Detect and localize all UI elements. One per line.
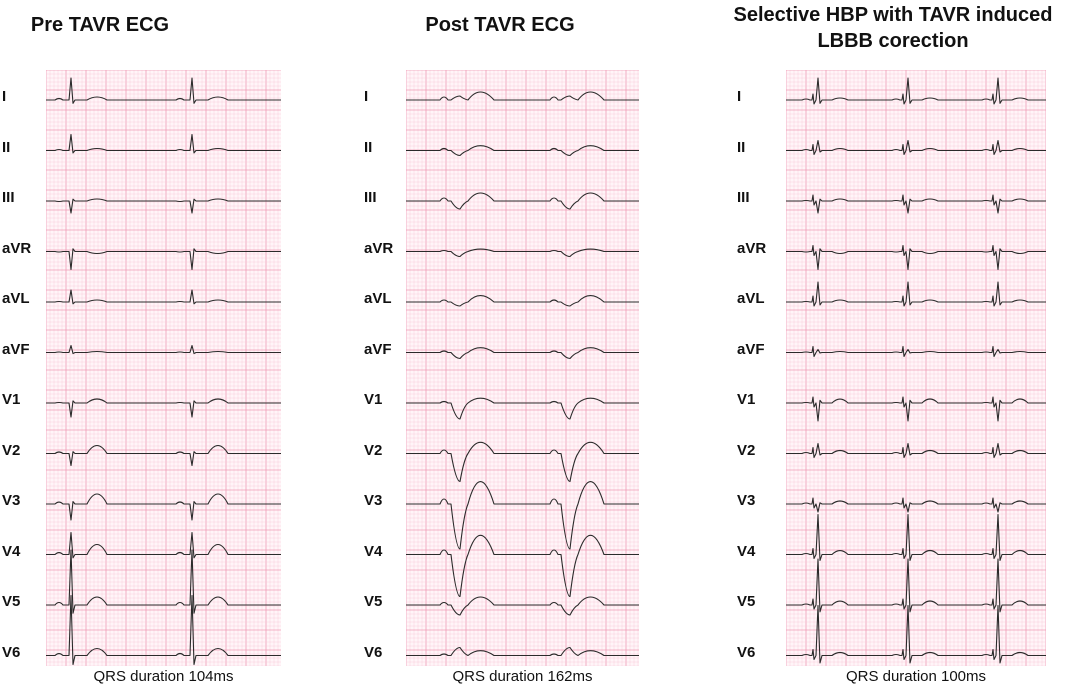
- ecg-trace-iii: [786, 194, 1046, 214]
- lead-label-ii: II: [364, 138, 373, 156]
- lead-label-v2: V2: [2, 441, 21, 459]
- ecg-trace-v5: [46, 549, 281, 614]
- ecg-grid-svg: [786, 70, 1046, 666]
- lead-label-v6: V6: [2, 643, 21, 661]
- ecg-trace-avr: [46, 248, 281, 271]
- ecg-grid-svg: [406, 70, 639, 666]
- lead-label-v6: V6: [737, 643, 756, 661]
- ecg-trace-v5: [406, 596, 639, 616]
- lead-label-v5: V5: [737, 593, 756, 610]
- ecg-trace-avr: [786, 244, 1046, 271]
- ecg-trace-iii: [406, 192, 639, 210]
- lead-label-avl: aVL: [737, 290, 765, 307]
- lead-label-avr: aVR: [364, 239, 394, 257]
- lead-label-v5: V5: [364, 593, 383, 610]
- lead-label-ii: II: [737, 138, 746, 156]
- lead-label-v2: V2: [364, 441, 383, 459]
- ecg-trace-avl: [406, 295, 639, 307]
- ecg-paper: [786, 70, 1046, 666]
- lead-label-avr: aVR: [2, 239, 32, 257]
- lead-label-i: I: [2, 88, 7, 105]
- lead-label-avf: aVF: [2, 340, 30, 358]
- panel-post-title-line-1: Post TAVR ECG: [425, 14, 575, 36]
- lead-label-avr: aVR: [737, 239, 767, 257]
- lead-label-ii: II: [2, 138, 11, 156]
- ecg-trace-v5: [786, 558, 1046, 613]
- lead-label-iii: III: [2, 189, 15, 206]
- lead-label-v5: V5: [2, 593, 21, 610]
- ecg-trace-v3: [786, 497, 1046, 513]
- ecg-trace-i: [786, 77, 1046, 105]
- ecg-trace-avf: [786, 345, 1046, 358]
- ecg-trace-avl: [46, 289, 281, 305]
- lead-label-v6: V6: [364, 643, 383, 661]
- lead-label-v3: V3: [2, 492, 21, 509]
- ecg-strip-pre: [46, 70, 281, 666]
- ecg-trace-avl: [786, 281, 1046, 307]
- panel-post-title: Post TAVR ECG: [400, 12, 600, 38]
- ecg-trace-v3: [406, 481, 639, 550]
- lead-label-v3: V3: [737, 492, 756, 509]
- ecg-grid: [786, 70, 1046, 666]
- lead-label-v4: V4: [2, 542, 21, 560]
- ecg-trace-avf: [406, 347, 639, 360]
- lead-label-avl: aVL: [2, 290, 30, 307]
- ecg-trace-ii: [46, 133, 281, 154]
- lead-label-v1: V1: [364, 391, 383, 408]
- lead-label-v1: V1: [737, 391, 756, 408]
- ecg-trace-v2: [786, 442, 1046, 459]
- lead-label-v1: V1: [2, 391, 21, 408]
- panel-hbp-title-line-1: Selective HBP with TAVR induced: [733, 4, 1053, 26]
- ecg-trace-v1: [406, 397, 639, 420]
- panel-post-caption: QRS duration 162ms: [452, 668, 593, 685]
- ecg-trace-v1: [786, 396, 1046, 422]
- lead-label-iii: III: [364, 189, 377, 206]
- lead-label-v3: V3: [364, 492, 383, 509]
- lead-label-iii: III: [737, 189, 750, 206]
- lead-label-v2: V2: [737, 441, 756, 459]
- ecg-trace-iii: [46, 198, 281, 214]
- ecg-trace-ii: [406, 145, 639, 157]
- lead-label-avf: aVF: [364, 340, 392, 358]
- ecg-strip-hbp: [786, 70, 1046, 666]
- ecg-trace-v6: [406, 646, 639, 657]
- ecg-trace-v6: [786, 604, 1046, 664]
- ecg-trace-i: [46, 77, 281, 104]
- ecg-trace-v2: [406, 441, 639, 483]
- panel-pre-title: Pre TAVR ECG: [0, 12, 200, 38]
- lead-label-v4: V4: [364, 542, 383, 560]
- ecg-grid-svg: [46, 70, 281, 666]
- ecg-trace-v1: [46, 398, 281, 418]
- ecg-trace-v4: [786, 513, 1046, 562]
- panel-hbp-title: Selective HBP with TAVR induced LBBB cor…: [706, 2, 1080, 54]
- lead-label-v4: V4: [737, 542, 756, 560]
- panel-pre-title-line-1: Pre TAVR ECG: [30, 14, 170, 36]
- panel-hbp-title-line-2: LBBB corection: [817, 30, 969, 52]
- ecg-strip-post: [406, 70, 639, 666]
- ecg-trace-v4: [406, 534, 639, 598]
- lead-label-avf: aVF: [737, 340, 765, 358]
- ecg-trace-avf: [46, 344, 281, 355]
- ecg-trace-v6: [46, 594, 281, 666]
- ecg-trace-v2: [46, 444, 281, 467]
- ecg-paper: [406, 70, 639, 666]
- ecg-trace-i: [406, 91, 639, 101]
- ecg-trace-v3: [46, 493, 281, 521]
- ecg-trace-v4: [46, 531, 281, 559]
- lead-label-avl: aVL: [364, 290, 392, 307]
- ecg-trace-ii: [786, 139, 1046, 156]
- lead-label-i: I: [737, 88, 742, 105]
- lead-label-i: I: [364, 88, 369, 105]
- panel-pre-caption: QRS duration 104ms: [93, 668, 234, 685]
- ecg-trace-avr: [406, 248, 639, 258]
- ecg-grid: [46, 70, 281, 666]
- panel-hbp-caption: QRS duration 100ms: [845, 668, 987, 685]
